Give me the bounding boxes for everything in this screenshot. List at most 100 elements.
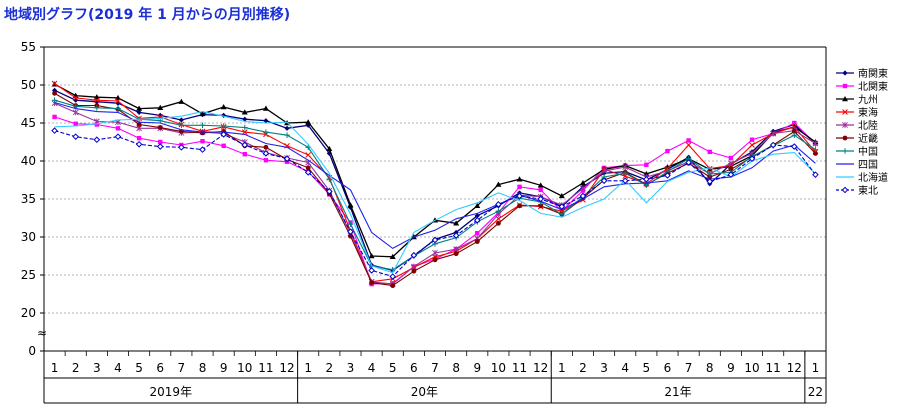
data-point: [51, 97, 58, 103]
data-point: [496, 220, 501, 226]
data-point: [558, 203, 566, 210]
series-6: [52, 90, 818, 289]
x-tick-label: 2: [326, 361, 334, 375]
data-point: [220, 131, 227, 138]
x-tick-label: 6: [410, 361, 418, 375]
data-point: [114, 133, 122, 140]
data-point: [326, 188, 333, 195]
data-point: [51, 127, 58, 134]
data-point: [241, 109, 248, 115]
data-point: [326, 150, 332, 156]
y-tick-label: 20: [21, 306, 36, 320]
x-tick-label: 3: [347, 361, 355, 375]
legend-label: 東海: [858, 106, 878, 119]
data-point: [706, 178, 714, 185]
data-point: [263, 158, 269, 163]
x-tick-label: 2: [72, 361, 80, 375]
data-point: [643, 170, 650, 177]
data-point: [115, 98, 121, 104]
series-line: [54, 83, 816, 258]
y-tick-label: 45: [21, 116, 36, 130]
data-point: [326, 176, 333, 183]
data-point: [51, 80, 58, 87]
data-point: [93, 136, 101, 144]
data-point: [73, 121, 78, 126]
data-point: [263, 129, 269, 135]
data-point: [262, 150, 270, 157]
data-point: [178, 98, 185, 104]
data-point: [727, 160, 734, 167]
data-point: [411, 268, 417, 274]
data-point: [242, 116, 248, 122]
data-point: [410, 251, 418, 259]
data-point: [473, 216, 481, 224]
data-point: [347, 221, 354, 227]
x-tick-label: 1: [812, 361, 820, 375]
data-point: [52, 90, 57, 96]
data-point: [157, 104, 164, 110]
series-7: [51, 97, 819, 273]
x-axis-labels: 1 2 3 4 5 6 7 8 9 10 11 12 1 2 3 4 5 6 7 8 9 10 11 12 1 2 3 4 5 6 7 8 9 1…: [43, 351, 827, 404]
data-point: [790, 143, 798, 150]
data-point: [622, 164, 629, 171]
data-point: [304, 169, 312, 176]
data-point: [94, 105, 100, 111]
data-point: [664, 172, 671, 179]
data-point: [72, 133, 80, 140]
x-tick-label: 8: [452, 361, 460, 375]
data-point: [262, 105, 269, 111]
data-point: [242, 151, 247, 157]
data-point: [348, 233, 353, 239]
data-point: [706, 165, 713, 172]
series-group: [51, 80, 819, 289]
y-tick-label: 30: [21, 230, 36, 244]
data-point: [643, 175, 650, 183]
data-point: [200, 130, 205, 136]
data-point: [537, 182, 544, 188]
x-tick-label: 10: [491, 361, 506, 375]
data-point: [559, 211, 565, 217]
data-point: [686, 138, 691, 143]
data-point: [178, 117, 184, 123]
x-tick-label: 9: [727, 361, 735, 375]
data-point: [136, 136, 142, 141]
data-point: [475, 231, 480, 236]
legend-label: 四国: [858, 159, 878, 171]
series-line: [54, 101, 816, 250]
year-label: 20年: [411, 385, 438, 399]
data-point: [115, 105, 121, 112]
x-tick-label: 2: [579, 361, 587, 375]
x-tick-label: 9: [473, 361, 481, 375]
data-point: [263, 118, 269, 124]
legend-label: 中国: [858, 145, 878, 158]
data-point: [305, 165, 311, 171]
data-point: [284, 125, 290, 131]
data-point: [410, 263, 417, 270]
legend-label: 東北: [858, 184, 878, 197]
data-point: [453, 251, 459, 257]
data-point: [221, 143, 226, 148]
x-tick-label: 1: [304, 361, 312, 375]
chart-title: 地域別グラフ(2019 年 1 月からの月別推移): [4, 7, 291, 23]
data-point: [558, 192, 565, 199]
legend-marker: [842, 83, 848, 89]
data-point: [199, 110, 206, 117]
y-tick-label: 50: [21, 78, 36, 92]
x-tick-label: 3: [600, 361, 608, 375]
axis-break-mark: ≈: [37, 326, 47, 340]
x-tick-label: 5: [643, 361, 651, 375]
data-point: [389, 253, 396, 259]
data-point: [135, 140, 143, 148]
data-point: [220, 123, 227, 129]
data-point: [94, 122, 100, 127]
data-point: [728, 166, 734, 172]
data-point: [199, 122, 206, 129]
data-point: [347, 202, 354, 208]
legend-label: 北陸: [858, 119, 878, 132]
series-9: [54, 111, 816, 274]
x-tick-label: 12: [787, 361, 802, 375]
legend-marker: [842, 122, 848, 128]
data-point: [452, 232, 460, 239]
data-point: [368, 267, 375, 274]
data-point: [622, 170, 629, 176]
